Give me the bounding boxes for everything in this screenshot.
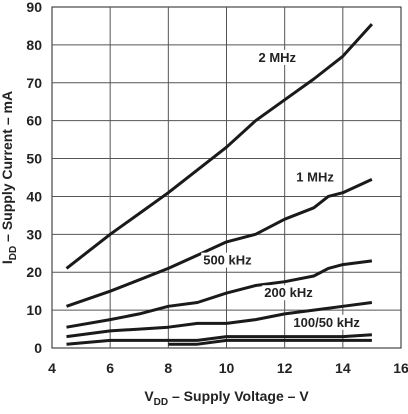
series-line-50-khz: [168, 338, 372, 346]
y-tick-label: 70: [26, 75, 42, 91]
y-tick-label: 60: [26, 113, 42, 129]
series-label-background: [201, 252, 255, 268]
series-label: 200 kHz: [264, 285, 313, 300]
series-line-100-khz: [66, 333, 372, 346]
x-tick-label: 4: [48, 360, 56, 376]
series-label: 100/50 kHz: [293, 315, 360, 330]
series-line-500-khz: [66, 259, 373, 329]
x-tick-label: 8: [164, 360, 172, 376]
y-tick-label: 10: [26, 302, 42, 318]
series-line-1-mhz: [66, 178, 373, 308]
x-axis-title-subscript: DD: [154, 397, 168, 408]
y-tick-label: 20: [26, 264, 42, 280]
y-tick-label: 90: [26, 0, 42, 15]
x-tick-label: 10: [219, 360, 235, 376]
tick-labels: 4 6 8 10 12 14 16 0 10 20 30 40 50 60 70 80 90: [26, 0, 408, 376]
series-label: 2 MHz: [258, 50, 296, 65]
series-line-2-mhz: [65, 23, 374, 270]
series-lines: [65, 23, 374, 346]
x-tick-label: 6: [106, 360, 114, 376]
series-label-background: [262, 285, 316, 301]
y-tick-label: 30: [26, 226, 42, 242]
x-tick-label: 16: [393, 360, 408, 376]
x-axis-title-rest: – Supply Voltage – V: [168, 388, 309, 404]
x-axis-title-main: V: [144, 388, 154, 404]
y-tick-label: 0: [34, 340, 42, 356]
y-axis-title-main: I: [0, 260, 15, 264]
series-label-background: [256, 49, 299, 65]
series-line-200-khz: [66, 301, 373, 339]
series-label: 500 kHz: [203, 253, 252, 268]
series-label: 1 MHz: [296, 169, 334, 184]
series-label-background: [291, 314, 363, 330]
y-axis-title: IDD – Supply Current – mA: [0, 91, 19, 264]
x-axis-title: VDD – Supply Voltage – V: [144, 388, 309, 408]
y-tick-label: 40: [26, 188, 42, 204]
y-tick-label: 80: [26, 37, 42, 53]
series-label-background: [294, 169, 337, 185]
y-tick-label: 50: [26, 151, 42, 167]
x-tick-label: 12: [277, 360, 293, 376]
y-axis-title-rest: – Supply Current – mA: [0, 91, 15, 246]
y-axis-title-subscript: DD: [8, 246, 19, 260]
x-tick-label: 14: [335, 360, 351, 376]
series-labels: 2 MHz 1 MHz 500 kHz 200 kHz 100/50 kHz: [201, 49, 363, 330]
